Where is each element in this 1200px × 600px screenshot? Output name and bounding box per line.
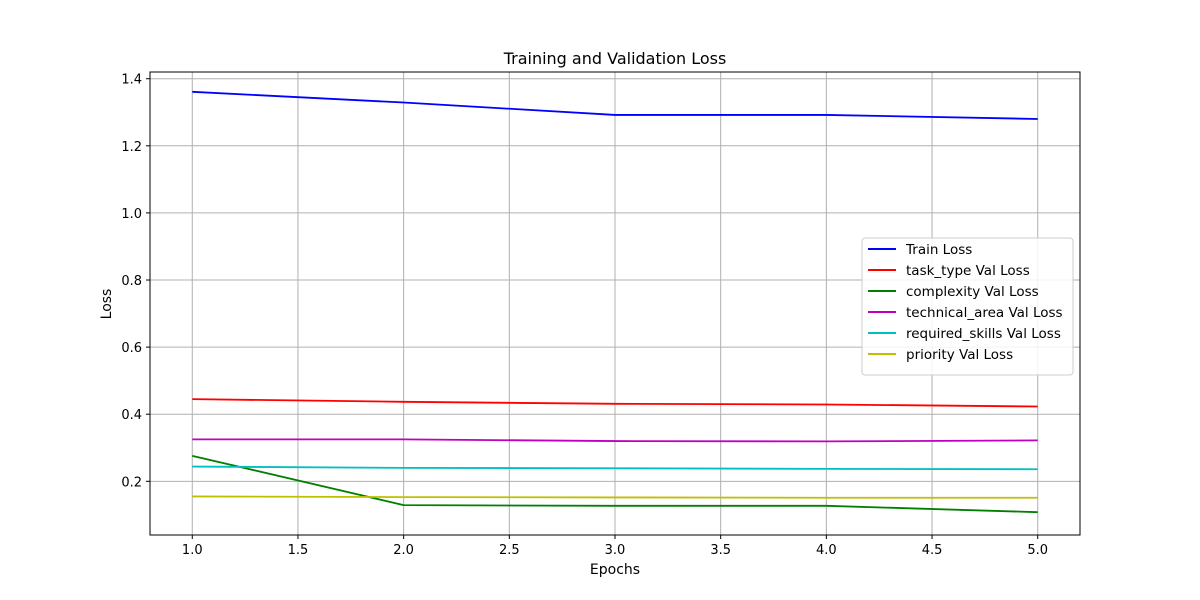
legend-label: technical_area Val Loss (906, 305, 1063, 321)
series-lines (192, 90, 1038, 514)
legend-label: required_skills Val Loss (906, 326, 1061, 342)
y-tick-label: 1.4 (121, 73, 142, 88)
series-line-4 (192, 465, 1038, 471)
legend-label: Train Loss (905, 242, 972, 258)
legend: Train Loss task_type Val Loss complexity V… (861, 237, 1074, 376)
legend-box (861, 237, 1074, 376)
x-tick-label: 4.5 (922, 543, 943, 558)
x-tick-label: 4.0 (816, 543, 837, 558)
x-tick-label: 2.5 (499, 543, 520, 558)
legend-label: task_type Val Loss (906, 263, 1030, 279)
y-tick-label: 1.0 (121, 207, 142, 222)
x-tick-label: 2.0 (393, 543, 414, 558)
legend-label: complexity Val Loss (906, 284, 1039, 300)
x-tick-label: 3.5 (710, 543, 731, 558)
series-line-1 (192, 398, 1038, 408)
chart-title: Training and Validation Loss (503, 49, 727, 68)
y-tick-label: 0.6 (121, 341, 142, 356)
y-tick-label: 0.4 (121, 408, 142, 423)
x-tick-label: 1.5 (288, 543, 309, 558)
series-line-2 (192, 454, 1038, 514)
series-line-5 (192, 495, 1038, 499)
x-tick-label: 1.0 (182, 543, 203, 558)
x-axis-label: Epochs (590, 562, 640, 578)
y-tick-label: 0.8 (121, 274, 142, 289)
y-tick-label: 0.2 (121, 475, 142, 490)
legend-label: priority Val Loss (906, 347, 1013, 363)
x-tick-label: 3.0 (605, 543, 626, 558)
series-line-0 (192, 90, 1038, 120)
y-tick-label: 1.2 (121, 140, 142, 155)
grid (150, 72, 1080, 535)
y-axis-label: Loss (99, 289, 115, 320)
series-line-3 (192, 438, 1038, 443)
x-tick-label: 5.0 (1027, 543, 1048, 558)
axis-ticks: 1.0 1.5 2.0 2.5 3.0 3.5 4.0 4.5 5.0 0.2 0.4 0.6 0.8 1… (121, 73, 1048, 558)
